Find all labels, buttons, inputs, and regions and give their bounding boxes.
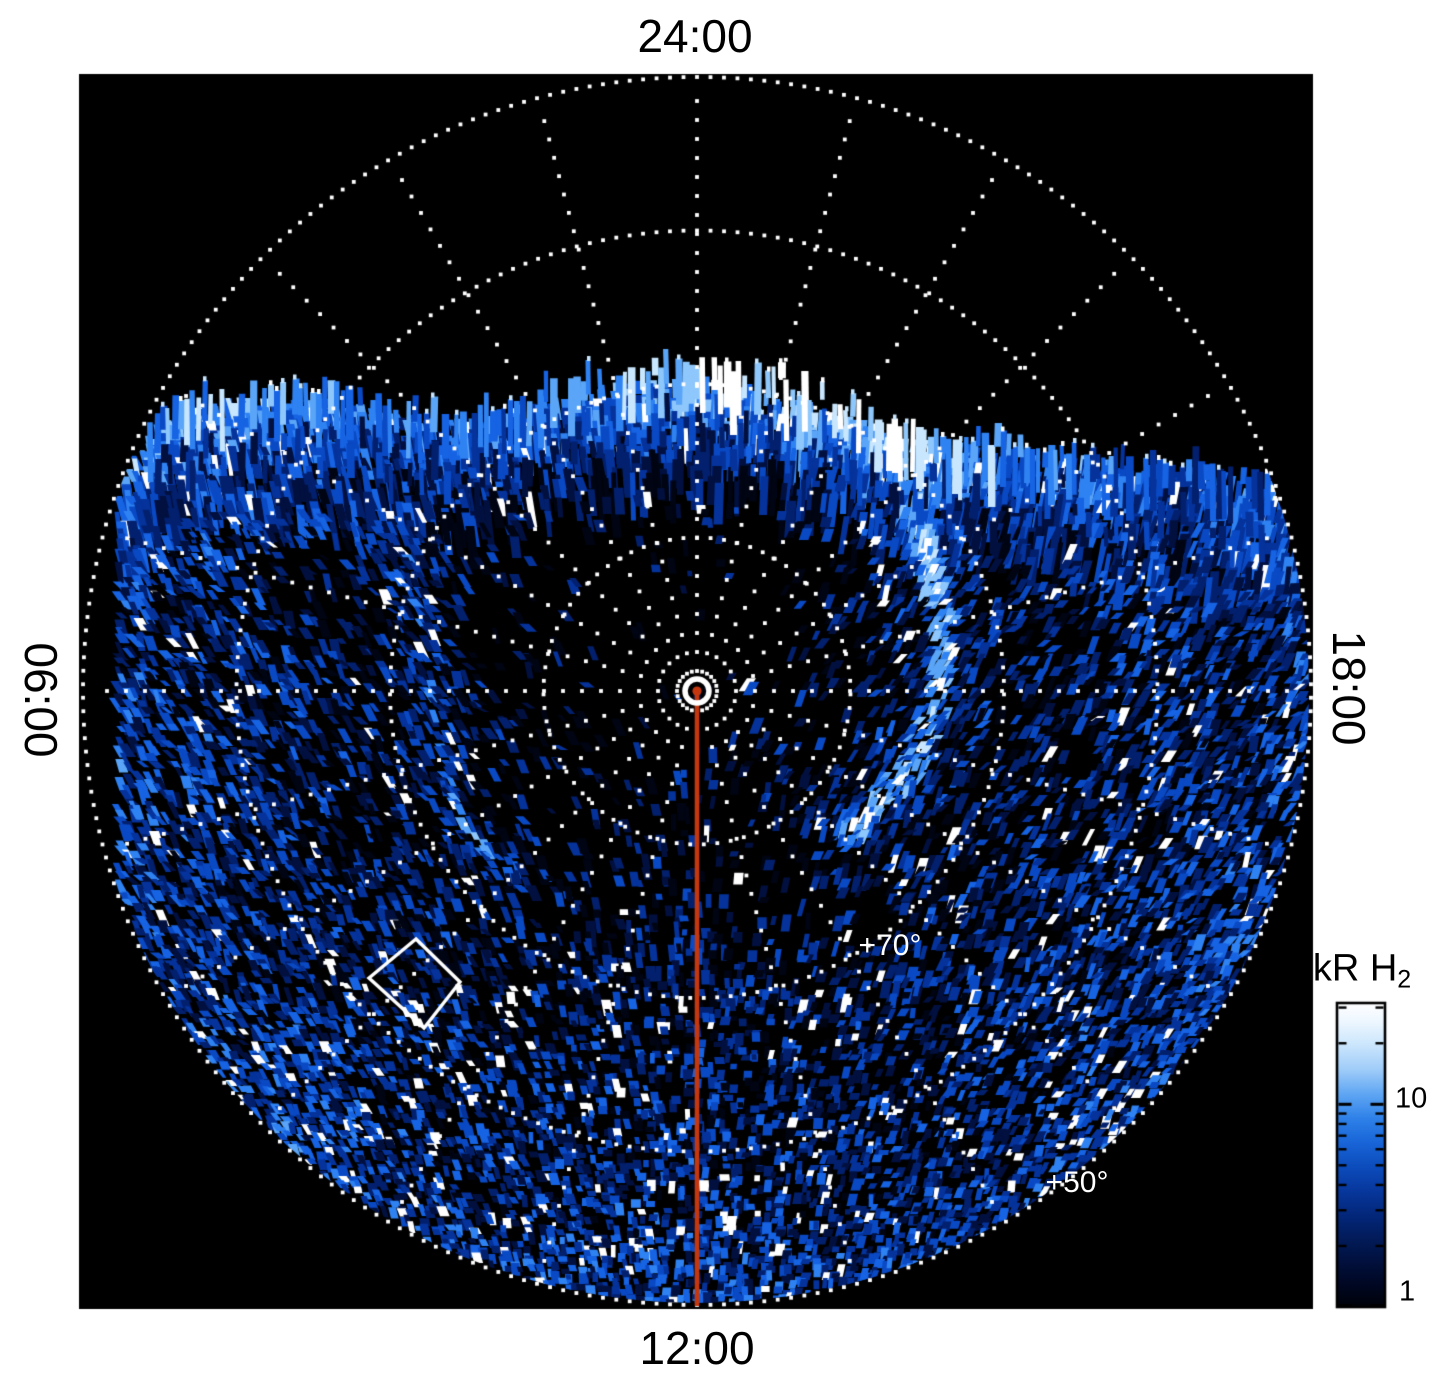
colorbar-title-main: kR H [1312,947,1398,990]
local-time-label-12: 12:00 [639,1322,755,1374]
local-time-label-18: 18:00 [1323,630,1375,746]
colorbar-title-subscript: 2 [1397,965,1412,994]
colorbar-tick-label-10: 10 [1395,1082,1428,1115]
latitude-label-70: +70° [858,929,922,962]
colorbar-tick-label-1: 1 [1399,1275,1416,1308]
local-time-label-06: 06:00 [15,642,67,758]
local-time-label-24: 24:00 [637,10,753,62]
latitude-label-50: +50° [1045,1166,1109,1199]
colorbar-title: kR H2 [1313,950,1411,993]
